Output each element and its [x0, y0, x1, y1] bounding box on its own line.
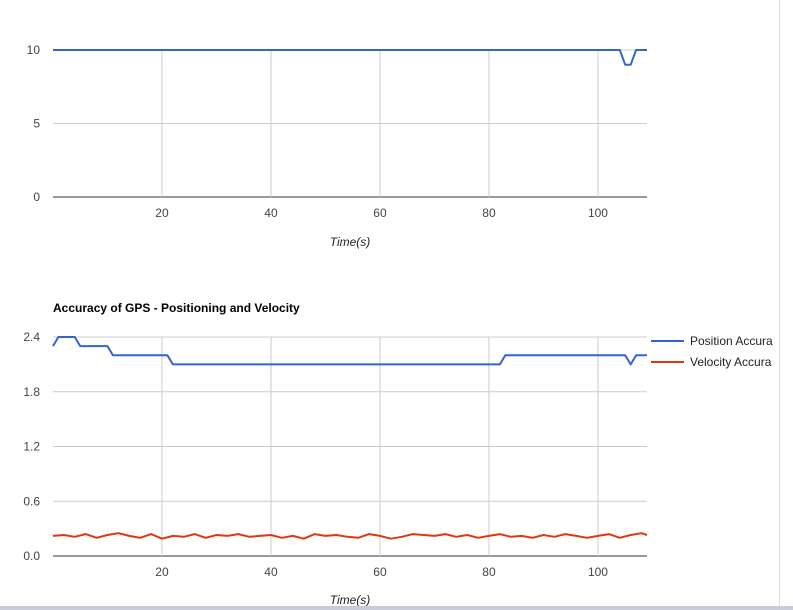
chart1-x-tick-labels: 20 40 60 80 100	[155, 206, 608, 220]
y-tick-label: 0	[33, 190, 40, 204]
window-edge-divider	[779, 0, 780, 610]
chart2-title: Accuracy of GPS - Positioning and Veloci…	[53, 301, 300, 315]
y-tick-label: 0.6	[23, 494, 40, 508]
chart1-gridlines	[53, 49, 647, 198]
legend-label-position: Position Accura	[690, 334, 773, 348]
window-bottom-strip	[0, 606, 793, 610]
y-tick-label: 1.8	[23, 385, 40, 399]
x-tick-label: 20	[155, 565, 169, 579]
y-tick-label: 5	[33, 117, 40, 131]
chart2-series	[52, 336, 648, 540]
y-tick-label: 10	[27, 43, 41, 57]
y-tick-label: 0.0	[23, 549, 40, 563]
x-tick-label: 60	[373, 206, 387, 220]
chart1-y-tick-labels: 0 5 10	[27, 43, 41, 204]
y-tick-label: 1.2	[23, 440, 40, 454]
chart2-x-axis-title: Time(s)	[330, 593, 371, 607]
chart2-gridlines	[53, 336, 647, 557]
chart1-x-axis-title: Time(s)	[330, 235, 371, 249]
x-tick-label: 100	[588, 565, 608, 579]
chart-position-constant: 0 5 10 20 40 60 80 100 Time(s)	[27, 43, 647, 249]
x-tick-label: 80	[482, 206, 496, 220]
y-tick-label: 2.4	[23, 330, 40, 344]
chart2-y-tick-labels: 0.0 0.6 1.2 1.8 2.4	[23, 330, 40, 563]
x-tick-label: 20	[155, 206, 169, 220]
chart1-series	[53, 49, 647, 66]
x-tick-label: 80	[482, 565, 496, 579]
x-tick-label: 100	[588, 206, 608, 220]
x-tick-label: 40	[264, 565, 278, 579]
chart2-legend: Position Accura Velocity Accura	[651, 334, 773, 369]
series-line-velocity	[52, 532, 648, 540]
chart-gps-accuracy: Accuracy of GPS - Positioning and Veloci…	[23, 301, 773, 607]
series-line-position	[52, 336, 647, 366]
series-line-main	[53, 49, 647, 66]
x-tick-label: 60	[373, 565, 387, 579]
legend-label-velocity: Velocity Accura	[690, 355, 772, 369]
x-tick-label: 40	[264, 206, 278, 220]
chart2-x-tick-labels: 20 40 60 80 100	[155, 565, 608, 579]
